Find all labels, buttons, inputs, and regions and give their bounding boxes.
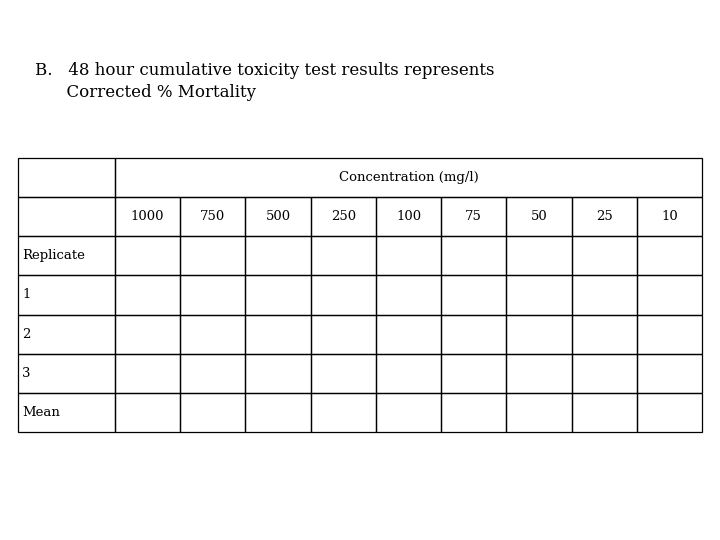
Bar [572, 197, 636, 237]
Bar [441, 237, 506, 275]
Bar [310, 354, 376, 393]
Bar [115, 354, 180, 393]
Bar [115, 393, 180, 432]
Bar [441, 393, 506, 432]
Bar [506, 315, 572, 354]
Bar [376, 315, 441, 354]
Text: 2: 2 [22, 328, 30, 341]
Bar [636, 315, 702, 354]
Text: Concentration (mg/l): Concentration (mg/l) [338, 171, 478, 184]
Bar [636, 354, 702, 393]
Bar [115, 237, 180, 275]
Bar [180, 393, 246, 432]
Bar [636, 237, 702, 275]
Bar [506, 393, 572, 432]
Bar [572, 315, 636, 354]
Bar [376, 354, 441, 393]
Bar [18, 315, 115, 354]
Bar [636, 197, 702, 237]
Bar [506, 275, 572, 315]
Bar [572, 393, 636, 432]
Bar [441, 354, 506, 393]
Bar [310, 393, 376, 432]
Bar [115, 158, 702, 197]
Bar [376, 197, 441, 237]
Text: Replicate: Replicate [22, 249, 85, 262]
Bar [180, 197, 246, 237]
Bar [310, 197, 376, 237]
Bar [18, 197, 115, 237]
Bar [246, 197, 310, 237]
Bar [441, 275, 506, 315]
Text: 1: 1 [22, 288, 30, 301]
Bar [572, 237, 636, 275]
Bar [506, 237, 572, 275]
Bar [18, 354, 115, 393]
Bar [180, 354, 246, 393]
Bar [572, 275, 636, 315]
Bar [376, 393, 441, 432]
Bar [115, 275, 180, 315]
Text: 50: 50 [531, 210, 547, 223]
Bar [441, 315, 506, 354]
Text: 3: 3 [22, 367, 30, 380]
Text: 10: 10 [661, 210, 678, 223]
Bar [180, 237, 246, 275]
Bar [115, 197, 180, 237]
Text: Mean: Mean [22, 406, 60, 419]
Text: B.   48 hour cumulative toxicity test results represents
      Corrected % Morta: B. 48 hour cumulative toxicity test resu… [35, 62, 495, 101]
Bar [246, 275, 310, 315]
Bar [180, 275, 246, 315]
Bar [376, 275, 441, 315]
Bar [636, 275, 702, 315]
Text: 75: 75 [465, 210, 482, 223]
Text: 100: 100 [396, 210, 421, 223]
Bar [441, 197, 506, 237]
Text: 250: 250 [330, 210, 356, 223]
Bar [246, 354, 310, 393]
Bar [310, 315, 376, 354]
Bar [310, 275, 376, 315]
Bar [18, 237, 115, 275]
Bar [115, 315, 180, 354]
Text: 25: 25 [595, 210, 613, 223]
Text: 1000: 1000 [131, 210, 164, 223]
Bar [246, 237, 310, 275]
Bar [18, 158, 115, 197]
Bar [636, 393, 702, 432]
Bar [246, 393, 310, 432]
Text: 500: 500 [266, 210, 291, 223]
Bar [506, 354, 572, 393]
Text: 750: 750 [200, 210, 225, 223]
Bar [246, 315, 310, 354]
Bar [376, 237, 441, 275]
Bar [506, 197, 572, 237]
Bar [310, 237, 376, 275]
Bar [18, 275, 115, 315]
Bar [180, 315, 246, 354]
Bar [18, 393, 115, 432]
Bar [572, 354, 636, 393]
